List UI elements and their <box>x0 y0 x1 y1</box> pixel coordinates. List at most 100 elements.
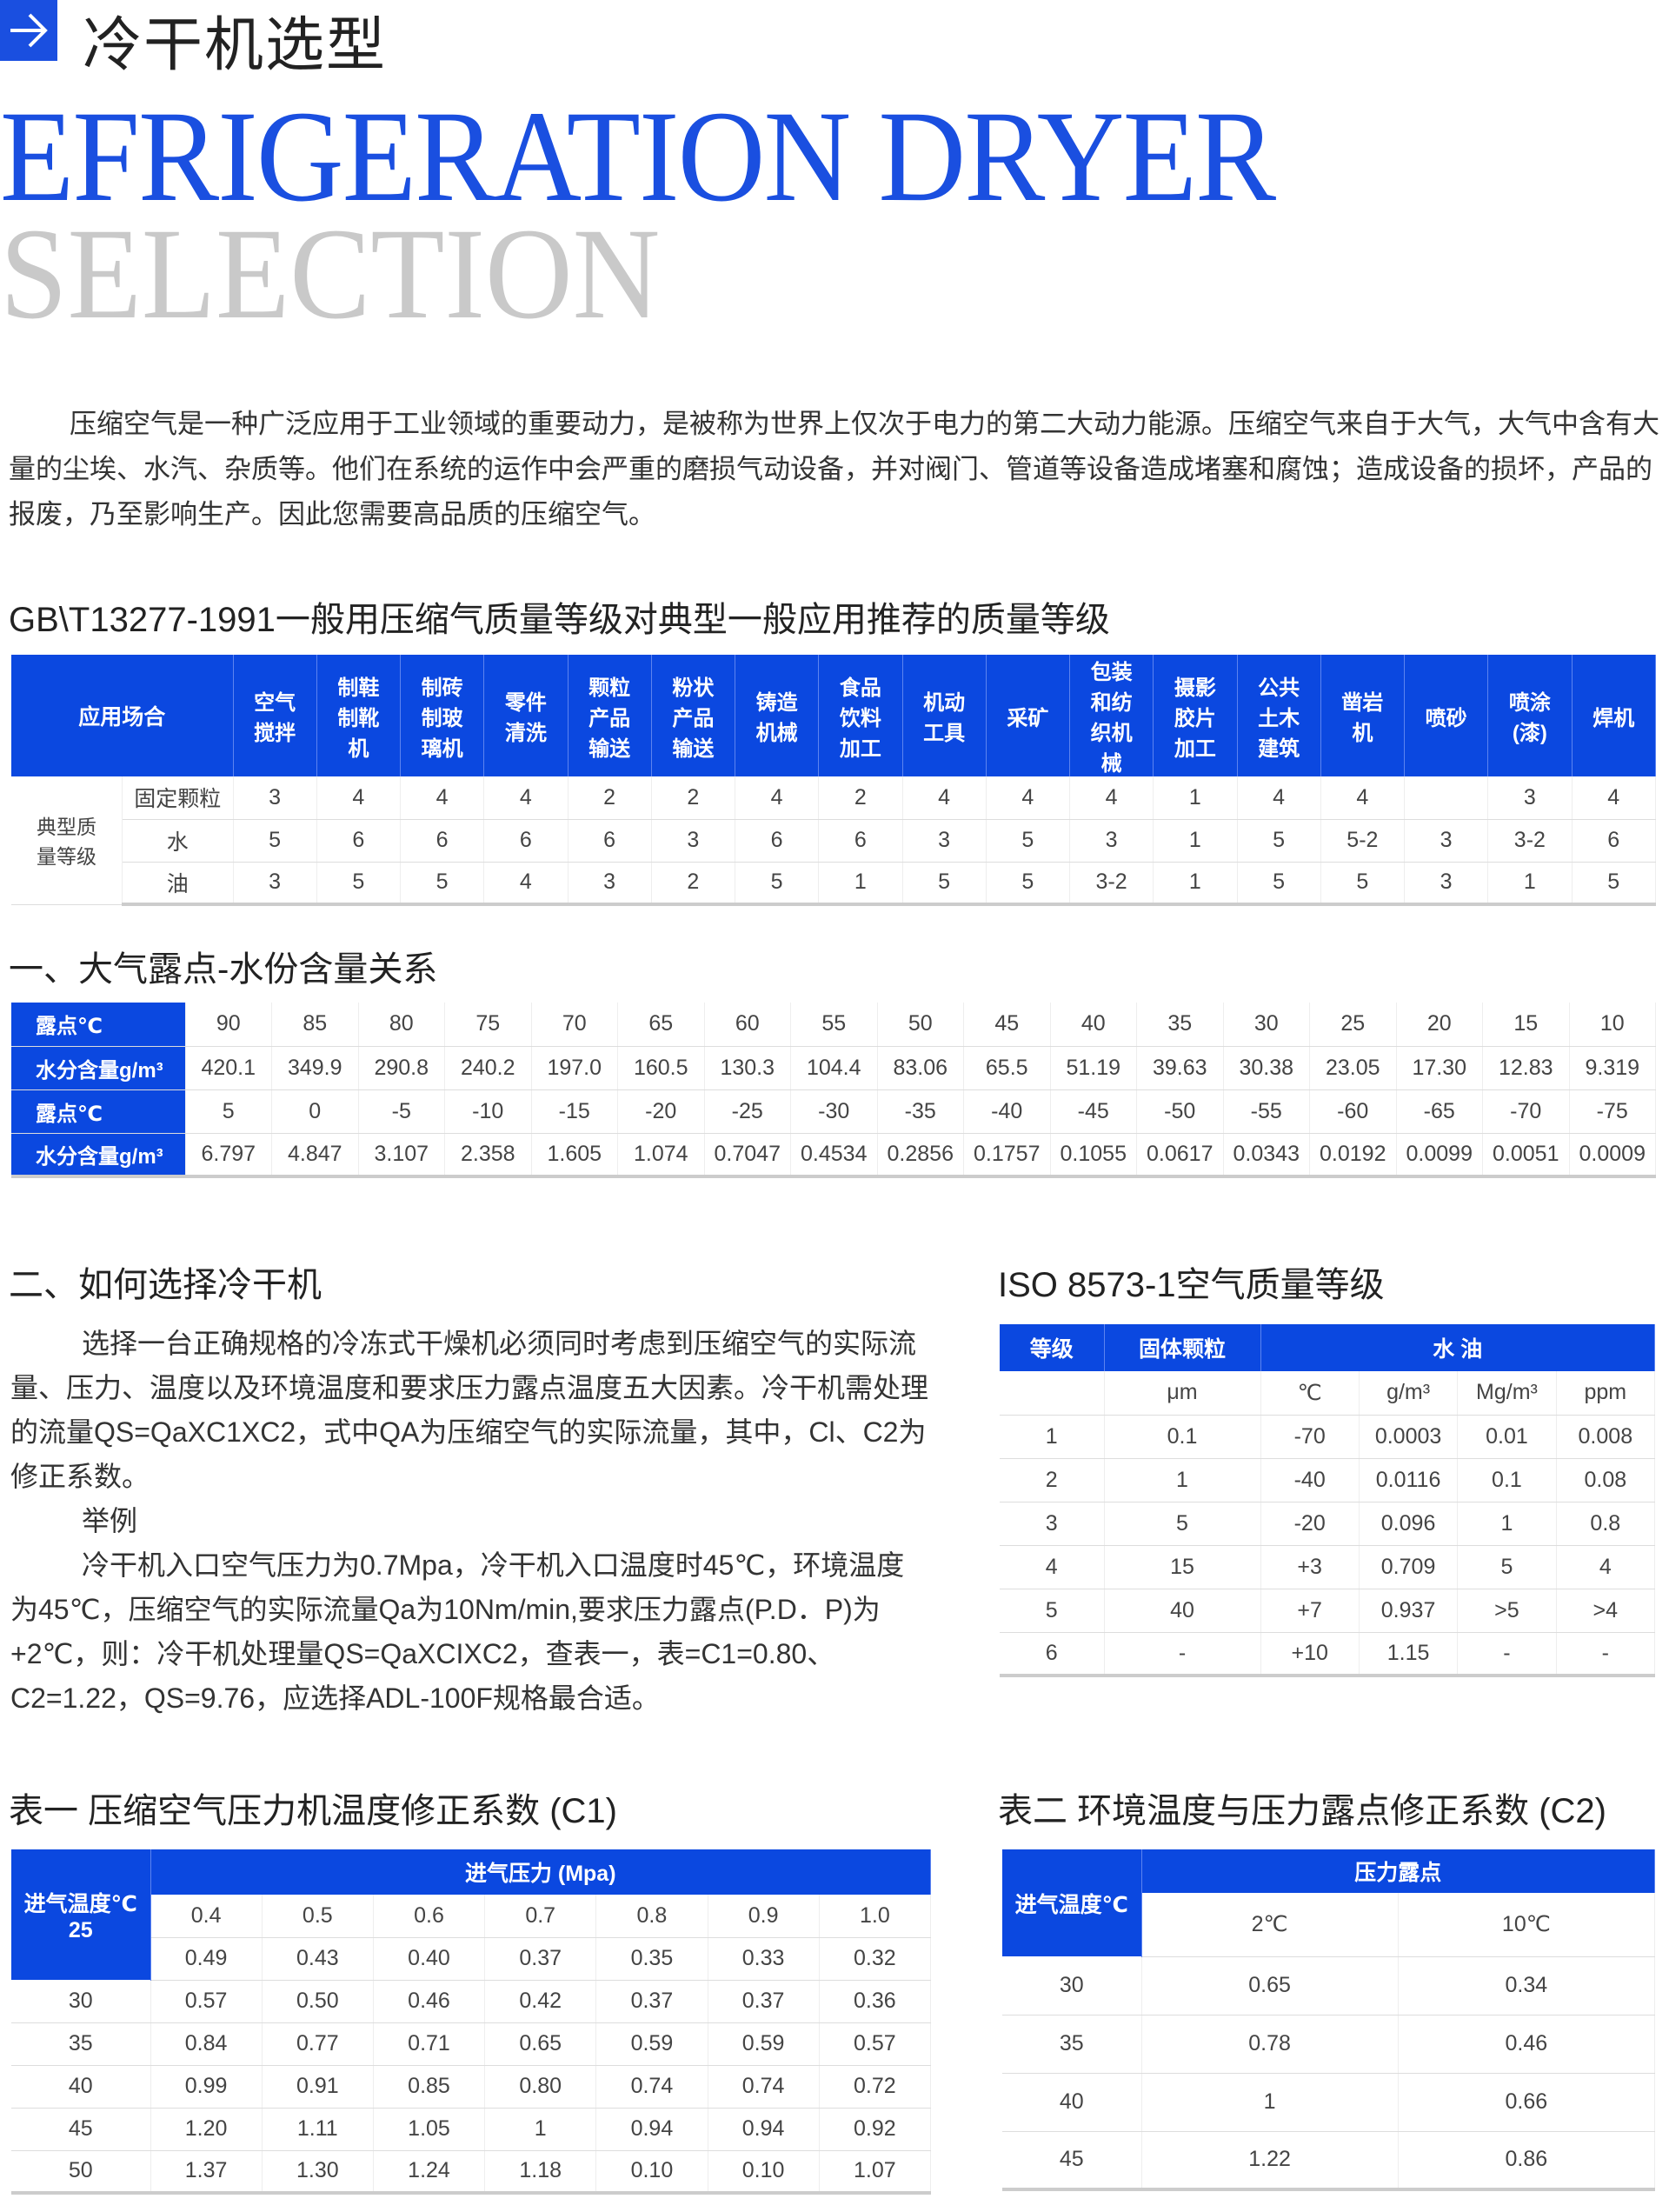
row-label: 30 <box>1002 1956 1142 2015</box>
column-header: 机动工具 <box>902 655 987 776</box>
value-cell: -25 <box>704 1089 791 1134</box>
value-cell: 2 <box>651 862 736 906</box>
value-cell: 4 <box>902 776 987 820</box>
column-header: 凿岩机 <box>1320 655 1406 776</box>
pressure-cell: 0.6 <box>373 1895 486 1938</box>
value-cell: 290.8 <box>358 1046 445 1090</box>
value-cell: 0.36 <box>819 1980 932 2023</box>
table-row: 2℃ 10℃ <box>1002 1893 1656 1957</box>
value-cell: 0.10 <box>595 2150 708 2195</box>
value-cell: 2 <box>1000 1458 1105 1502</box>
value-cell: 3 <box>1000 1502 1105 1546</box>
value-cell: 0.01 <box>1457 1415 1557 1459</box>
value-cell: 0.46 <box>1398 2015 1656 2074</box>
gb-table-title: GB\T13277-1991一般用压缩气质量等级对典型一般应用推荐的质量等级 <box>9 601 1110 639</box>
value-cell: 50 <box>877 1003 964 1047</box>
dew-cell: 10℃ <box>1398 1893 1656 1957</box>
iso-table-title: ISO 8573-1空气质量等级 <box>998 1266 1385 1304</box>
value-cell: 0.1 <box>1104 1415 1261 1459</box>
value-cell: -70 <box>1260 1415 1360 1459</box>
column-header: 食品饮料加工 <box>818 655 903 776</box>
value-cell: -65 <box>1396 1089 1483 1134</box>
value-cell: 6 <box>735 819 820 863</box>
value-cell: 5 <box>986 819 1071 863</box>
value-cell: - <box>1556 1632 1656 1677</box>
value-cell: -5 <box>358 1089 445 1134</box>
table-row: 等级 固体颗粒水 油 <box>1000 1324 1655 1371</box>
value-cell: 1.07 <box>819 2150 932 2195</box>
value-cell: 0.80 <box>484 2065 597 2109</box>
column-header: 摄影胶片加工 <box>1153 655 1238 776</box>
value-cell: 0.1757 <box>963 1133 1051 1178</box>
value-cell: 5 <box>986 862 1071 906</box>
value-cell: 4 <box>483 862 569 906</box>
value-cell: -40 <box>963 1089 1051 1134</box>
value-cell: 1.605 <box>531 1133 618 1178</box>
value-cell: 0.59 <box>595 2022 708 2066</box>
value-cell: 2 <box>651 776 736 820</box>
value-cell: -15 <box>531 1089 618 1134</box>
column-header: 焊机 <box>1572 655 1656 776</box>
value-cell: 0.37 <box>595 1980 708 2023</box>
value-cell: 4 <box>986 776 1071 820</box>
row-label: 35 <box>11 2022 151 2066</box>
value-cell: 0.86 <box>1398 2131 1656 2191</box>
value-cell: >4 <box>1556 1589 1656 1633</box>
group-label: 典型质量等级 <box>11 776 123 905</box>
value-cell: 1.074 <box>617 1133 705 1178</box>
value-cell: 4 <box>1237 776 1321 820</box>
table-row: 露点℃ 90 85 80 75 70 65 60 55 50 45 40 35 30 25 20 15 10 <box>11 1003 1656 1047</box>
column-header: 颗粒产品输送 <box>568 655 652 776</box>
value-cell: 0.77 <box>262 2022 374 2066</box>
value-cell: 3 <box>233 776 317 820</box>
pressure-cell: 0.9 <box>708 1895 820 1938</box>
table-row: 典型质量等级 固定颗粒 3 4 4 4 2 2 4 2 4 4 4 1 4 4 3 4 <box>11 776 1656 905</box>
value-cell: 5 <box>1572 862 1656 906</box>
value-cell: 83.06 <box>877 1046 964 1090</box>
value-cell: 0.99 <box>150 2065 263 2109</box>
column-header: 空气搅拌 <box>233 655 317 776</box>
pressure-cell: 0.8 <box>595 1895 708 1938</box>
value-cell: 0.85 <box>373 2065 486 2109</box>
value-cell: 5 <box>1000 1589 1105 1633</box>
intro-paragraph: 压缩空气是一种广泛应用于工业领域的重要动力，是被称为世界上仅次于电力的第二大动力… <box>9 409 1659 530</box>
table-row: 1 0.1 -70 0.0003 0.01 0.008 <box>1000 1415 1656 1459</box>
table-row: 35 0.84 0.77 0.71 0.65 0.59 0.59 0.57 <box>11 2022 932 2066</box>
value-cell: 0.72 <box>819 2065 932 2109</box>
value-cell: 0.34 <box>1398 1956 1656 2015</box>
value-cell: -35 <box>877 1089 964 1134</box>
pressure-cell: 1.0 <box>819 1895 932 1938</box>
value-cell: 6 <box>1572 819 1656 863</box>
value-cell: 39.63 <box>1136 1046 1224 1090</box>
value-cell: 55 <box>790 1003 878 1047</box>
group-header: 压力露点 <box>1141 1849 1655 1893</box>
value-cell: 4 <box>1556 1545 1656 1589</box>
value-cell: 0.008 <box>1556 1415 1656 1459</box>
value-cell: 4 <box>1320 776 1406 820</box>
table-row: 4 15 +3 0.709 5 4 <box>1000 1545 1656 1589</box>
column-header: 制鞋制靴机 <box>316 655 402 776</box>
column-header: 喷砂 <box>1404 655 1489 776</box>
unit-cell <box>1000 1371 1105 1416</box>
english-title-line1: EFRIGERATION DRYER <box>0 84 1276 229</box>
value-cell: 5 <box>185 1089 272 1134</box>
value-cell: -20 <box>617 1089 705 1134</box>
value-cell: 9.319 <box>1569 1046 1656 1090</box>
row-label: 露点℃ <box>11 1089 186 1134</box>
pressure-cell: 0.7 <box>484 1895 597 1938</box>
value-cell: 45 <box>963 1003 1051 1047</box>
value-cell: 4 <box>483 776 569 820</box>
value-cell: 85 <box>271 1003 359 1047</box>
value-cell: 1 <box>1104 1458 1261 1502</box>
value-cell: 0.49 <box>150 1937 263 1981</box>
value-cell: 2.358 <box>444 1133 532 1178</box>
value-cell: 20 <box>1396 1003 1483 1047</box>
value-cell: 197.0 <box>531 1046 618 1090</box>
value-cell: 0.709 <box>1359 1545 1459 1589</box>
value-cell: -55 <box>1223 1089 1310 1134</box>
value-cell: 6 <box>568 819 652 863</box>
select-text: 选择一台正确规格的冷冻式干燥机必须同时考虑到压缩空气的实际流量、压力、温度以及环… <box>10 1322 932 1721</box>
value-cell: 3 <box>902 819 987 863</box>
value-cell: 1 <box>1153 776 1238 820</box>
value-cell: 0.46 <box>373 1980 486 2023</box>
